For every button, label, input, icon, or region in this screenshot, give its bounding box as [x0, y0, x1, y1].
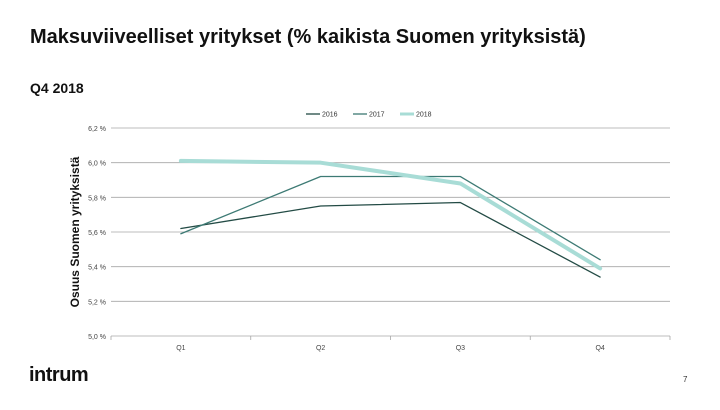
y-axis-label: Osuus Suomen yrityksistä: [68, 156, 82, 307]
legend-label-2018: 2018: [416, 112, 432, 119]
x-tick-label: Q1: [176, 345, 185, 352]
x-tick-label: Q3: [456, 345, 465, 352]
page-number: 7: [683, 375, 688, 384]
x-tick-labels: Q1 Q2 Q3 Q4: [176, 345, 605, 352]
x-tick-label: Q2: [316, 345, 325, 352]
y-tick-label: 6,2 %: [88, 126, 106, 133]
y-tick-label: 6,0 %: [88, 161, 106, 168]
series-line-2016: [180, 201, 601, 278]
series-line-2018: [178, 158, 603, 271]
y-tick-label: 5,8 %: [88, 195, 106, 202]
legend: 2016 2017 2018: [306, 112, 432, 119]
slide-title: Maksuviiveelliset yritykset (% kaikista …: [30, 26, 586, 48]
y-tick-labels: 5,0 % 5,2 % 5,4 % 5,6 % 5,8 % 6,0 % 6,2 %: [88, 126, 106, 341]
y-tick-label: 5,0 %: [88, 334, 106, 341]
legend-label-2016: 2016: [322, 112, 338, 119]
y-tick-label: 5,2 %: [88, 299, 106, 306]
y-tick-label: 5,4 %: [88, 265, 106, 272]
slide-subtitle: Q4 2018: [30, 80, 84, 96]
legend-label-2017: 2017: [369, 112, 385, 119]
intrum-logo: intrum: [29, 364, 89, 386]
series-lines: [178, 158, 603, 278]
x-tick-label: Q4: [595, 345, 604, 352]
series-line-2017: [180, 175, 601, 261]
y-tick-label: 5,6 %: [88, 230, 106, 237]
